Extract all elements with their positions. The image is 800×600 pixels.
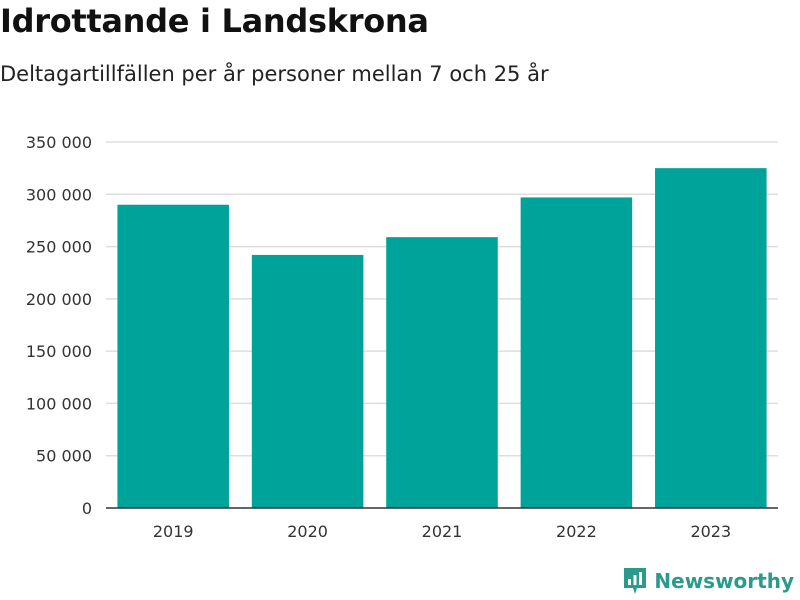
bar-2021 xyxy=(386,237,498,508)
chart-subtitle: Deltagartillfällen per år personer mella… xyxy=(0,62,549,86)
bar-2022 xyxy=(520,197,633,508)
y-tick-label: 200 000 xyxy=(26,290,92,309)
bar-2023 xyxy=(655,168,767,508)
newsworthy-logo-icon xyxy=(624,568,647,594)
y-tick-label: 250 000 xyxy=(26,238,92,257)
x-tick-label: 2022 xyxy=(556,522,597,541)
x-tick-label: 2023 xyxy=(690,522,731,541)
bar-2019 xyxy=(117,204,229,508)
y-tick-label: 100 000 xyxy=(26,394,92,413)
x-tick-label: 2021 xyxy=(422,522,463,541)
y-tick-label: 150 000 xyxy=(26,342,92,361)
y-tick-label: 0 xyxy=(82,499,92,518)
y-tick-label: 300 000 xyxy=(26,185,92,204)
x-tick-label: 2020 xyxy=(287,522,328,541)
chart-title: Idrottande i Landskrona xyxy=(0,2,429,40)
y-tick-label: 50 000 xyxy=(36,447,92,466)
brand-name: Newsworthy xyxy=(654,569,794,593)
brand-logo: Newsworthy xyxy=(622,566,794,596)
x-tick-label: 2019 xyxy=(153,522,194,541)
bar-2020 xyxy=(251,254,364,508)
y-tick-label: 350 000 xyxy=(26,133,92,152)
